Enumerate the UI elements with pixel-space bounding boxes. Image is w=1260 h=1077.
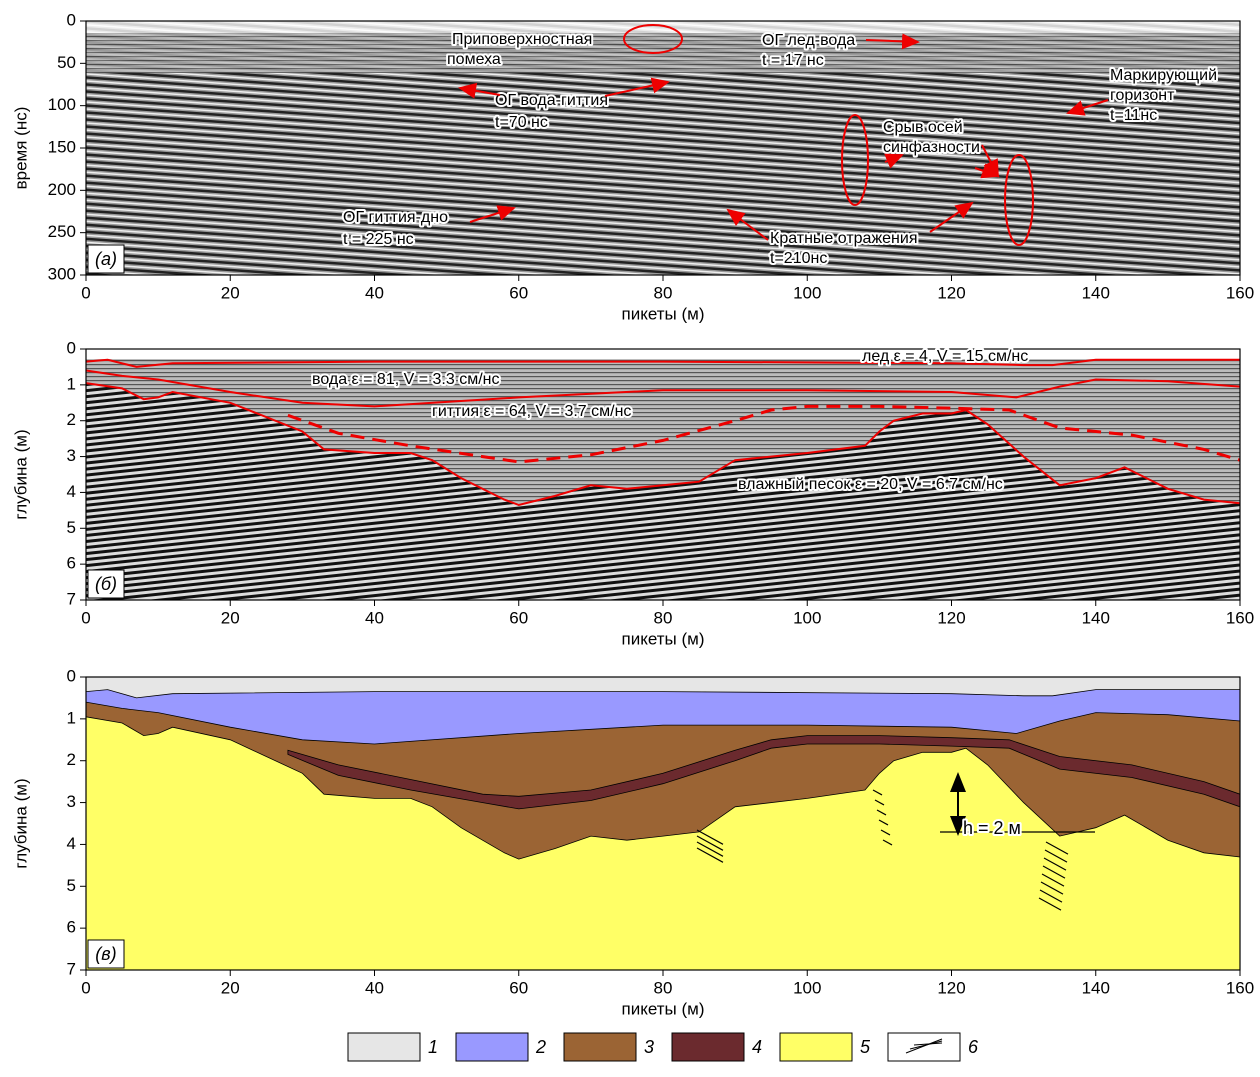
y-tick-label: 5 bbox=[67, 876, 76, 895]
x-tick-label: 60 bbox=[509, 608, 528, 627]
x-tick-label: 100 bbox=[793, 978, 821, 997]
surface-band bbox=[86, 349, 1240, 359]
y-tick-label: 7 bbox=[67, 589, 76, 608]
annotation: гиттия ε = 64, V = 3.7 см/нс bbox=[432, 403, 631, 420]
x-tick-label: 120 bbox=[937, 283, 965, 302]
annotation: Приповерхностная bbox=[452, 31, 592, 48]
x-axis-label: пикеты (м) bbox=[622, 999, 705, 1018]
annotation: ОГ гиттия-дно bbox=[343, 209, 448, 226]
x-axis-label: пикеты (м) bbox=[622, 304, 705, 323]
x-tick-label: 80 bbox=[654, 608, 673, 627]
legend-swatch bbox=[672, 1033, 744, 1061]
x-tick-label: 20 bbox=[221, 978, 240, 997]
legend-swatch bbox=[780, 1033, 852, 1061]
y-tick-label: 300 bbox=[48, 264, 76, 283]
annotation: t=70 нс bbox=[495, 114, 548, 131]
y-tick-label: 100 bbox=[48, 95, 76, 114]
y-tick-label: 200 bbox=[48, 180, 76, 199]
x-tick-label: 140 bbox=[1082, 283, 1110, 302]
x-tick-label: 120 bbox=[937, 978, 965, 997]
annotation: влажный песок ε = 20, V = 6.7 см/нс bbox=[738, 476, 1003, 493]
y-tick-label: 0 bbox=[67, 666, 76, 685]
y-axis-label: время (нс) bbox=[11, 107, 30, 190]
annotation: лед ε = 4, V = 15 см/нс bbox=[862, 348, 1028, 365]
x-tick-label: 0 bbox=[81, 608, 90, 627]
y-tick-label: 4 bbox=[67, 482, 76, 501]
legend-label: 2 bbox=[535, 1037, 546, 1057]
y-tick-label: 2 bbox=[67, 410, 76, 429]
legend-label: 4 bbox=[752, 1037, 762, 1057]
radargram-top bbox=[86, 21, 1240, 33]
x-tick-label: 0 bbox=[81, 283, 90, 302]
y-tick-label: 6 bbox=[67, 918, 76, 937]
x-axis-label: пикеты (м) bbox=[622, 629, 705, 648]
x-tick-label: 140 bbox=[1082, 978, 1110, 997]
y-tick-label: 2 bbox=[67, 750, 76, 769]
annotation: помеха bbox=[447, 51, 501, 68]
y-tick-label: 7 bbox=[67, 959, 76, 978]
panel-label: (б) bbox=[95, 574, 117, 594]
x-tick-label: 40 bbox=[365, 283, 384, 302]
annotation: ОГ лед-вода bbox=[762, 32, 855, 49]
y-tick-label: 50 bbox=[57, 53, 76, 72]
x-tick-label: 160 bbox=[1226, 283, 1254, 302]
legend-label: 6 bbox=[968, 1037, 979, 1057]
y-tick-label: 0 bbox=[67, 10, 76, 29]
legend-label: 3 bbox=[644, 1037, 654, 1057]
annotation: t = 17 нс bbox=[762, 52, 824, 69]
y-axis-label: глубина (м) bbox=[11, 778, 30, 868]
x-tick-label: 140 bbox=[1082, 608, 1110, 627]
y-tick-label: 1 bbox=[67, 708, 76, 727]
y-tick-label: 6 bbox=[67, 554, 76, 573]
x-tick-label: 100 bbox=[793, 283, 821, 302]
annotation: t=210нс bbox=[770, 250, 827, 267]
y-tick-label: 250 bbox=[48, 222, 76, 241]
x-tick-label: 160 bbox=[1226, 608, 1254, 627]
figure: 050100150200250300020406080100120140160п… bbox=[0, 0, 1260, 1077]
x-tick-label: 40 bbox=[365, 978, 384, 997]
y-axis-label: глубина (м) bbox=[11, 429, 30, 519]
annotation: t=11нс bbox=[1110, 107, 1157, 124]
annotation: горизонт bbox=[1110, 87, 1175, 104]
legend-swatch bbox=[564, 1033, 636, 1061]
legend-label: 1 bbox=[428, 1037, 438, 1057]
annotation: синфазности bbox=[883, 139, 980, 156]
x-tick-label: 80 bbox=[654, 978, 673, 997]
y-tick-label: 4 bbox=[67, 834, 76, 853]
x-tick-label: 20 bbox=[221, 608, 240, 627]
x-tick-label: 60 bbox=[509, 283, 528, 302]
panel-label: (а) bbox=[95, 249, 117, 269]
legend-label: 5 bbox=[860, 1037, 871, 1057]
x-tick-label: 100 bbox=[793, 608, 821, 627]
legend-swatch bbox=[348, 1033, 420, 1061]
y-tick-label: 5 bbox=[67, 518, 76, 537]
y-tick-label: 150 bbox=[48, 137, 76, 156]
y-tick-label: 3 bbox=[67, 792, 76, 811]
x-tick-label: 80 bbox=[654, 283, 673, 302]
x-tick-label: 160 bbox=[1226, 978, 1254, 997]
legend-swatch bbox=[888, 1033, 960, 1061]
legend-swatch bbox=[456, 1033, 528, 1061]
annotation: h = 2 м bbox=[963, 818, 1021, 838]
annotation: Кратные отражения bbox=[770, 230, 917, 247]
y-tick-label: 0 bbox=[67, 338, 76, 357]
y-tick-label: 3 bbox=[67, 446, 76, 465]
annotation: ОГ вода-гиттия bbox=[495, 92, 608, 109]
x-tick-label: 40 bbox=[365, 608, 384, 627]
annotation: Маркирующий bbox=[1110, 67, 1217, 84]
x-tick-label: 60 bbox=[509, 978, 528, 997]
x-tick-label: 20 bbox=[221, 283, 240, 302]
x-tick-label: 120 bbox=[937, 608, 965, 627]
annotation: вода ε = 81, V = 3.3 см/нс bbox=[312, 371, 499, 388]
annotation: t = 225 нс bbox=[343, 231, 414, 248]
y-tick-label: 1 bbox=[67, 374, 76, 393]
annotation: Срыв осей bbox=[883, 119, 963, 136]
panel-label: (в) bbox=[95, 944, 116, 964]
x-tick-label: 0 bbox=[81, 978, 90, 997]
